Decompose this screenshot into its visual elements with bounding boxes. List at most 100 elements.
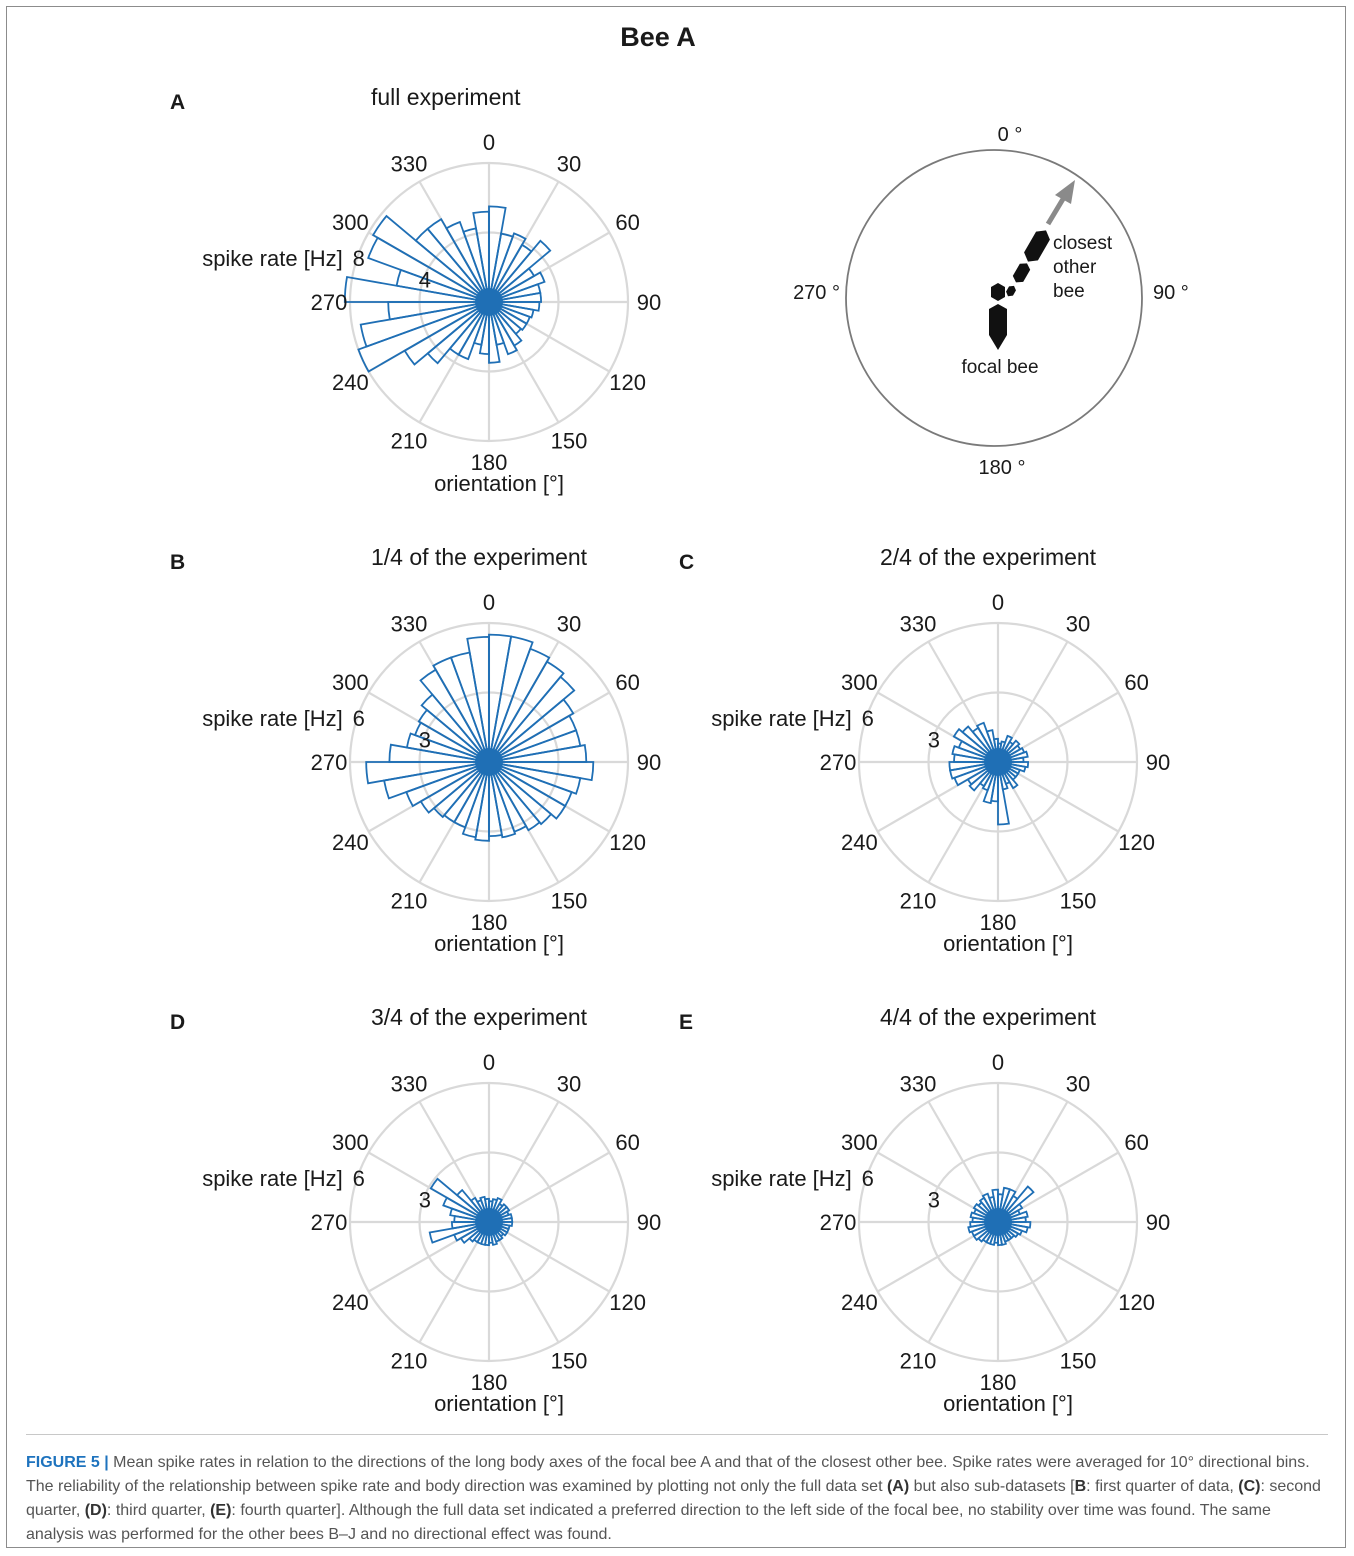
polar-bar xyxy=(997,1188,1017,1223)
caption-ref-b: B xyxy=(1074,1478,1087,1495)
polar-center-dot xyxy=(475,288,503,316)
polar-bar xyxy=(992,737,999,763)
angle-tick-label: 150 xyxy=(551,429,588,454)
polar-bar xyxy=(488,635,534,763)
angle-tick-label: 0 xyxy=(483,130,495,155)
polar-bar xyxy=(997,1185,1035,1223)
caption-text-3: : first quarter of data, xyxy=(1086,1478,1239,1495)
angle-tick-label: 0 xyxy=(483,590,495,615)
angle-tick-label: 270 xyxy=(311,1210,348,1235)
polar-bar xyxy=(967,1221,999,1234)
figure-frame xyxy=(6,6,1346,1548)
polar-bar xyxy=(488,660,565,763)
angle-tick-label: 150 xyxy=(551,889,588,914)
polar-bar xyxy=(951,745,999,763)
polar-bar xyxy=(479,1195,490,1223)
polar-bar xyxy=(488,205,507,303)
angle-tick-label: 150 xyxy=(551,1349,588,1374)
polar-bar xyxy=(997,1210,1029,1223)
polar-bar xyxy=(359,301,490,348)
polar-bar xyxy=(461,761,490,839)
polar-bar xyxy=(997,761,1030,769)
panel-letter: B xyxy=(170,551,185,574)
polar-bar xyxy=(483,1197,490,1223)
angle-tick-label: 210 xyxy=(900,889,937,914)
polar-bar xyxy=(488,1196,503,1223)
polar-bar xyxy=(997,739,1021,763)
diagram-label-0: 0 ° xyxy=(998,124,1023,146)
polar-panel-e: 0 30 60 90 120 150 180 210 240 270 300 330 3 6 spike r… xyxy=(679,1004,1170,1416)
angle-tick-label: 90 xyxy=(637,1210,661,1235)
figure-canvas: Bee A 030609012015018021024027030033048s… xyxy=(170,22,1189,1416)
polar-bar xyxy=(997,761,1027,773)
caption-text-1: Mean spike rates in relation to the dire… xyxy=(26,1454,1310,1495)
angle-tick-label: 300 xyxy=(332,670,369,695)
focal-bee-icon xyxy=(989,283,1007,350)
bee-orientation-diagram: 0 ° 90 ° 180 ° 270 ° closest other bee f… xyxy=(793,124,1189,479)
polar-bar xyxy=(403,301,490,366)
polar-bar xyxy=(488,301,535,319)
polar-bar xyxy=(472,210,490,303)
polar-center-dot xyxy=(475,1208,503,1236)
polar-bar xyxy=(488,239,552,303)
angle-tick-label: 210 xyxy=(391,889,428,914)
angle-tick-label: 120 xyxy=(1118,830,1155,855)
polar-bar xyxy=(429,1177,490,1223)
polar-bar xyxy=(450,1221,490,1230)
polar-bar xyxy=(997,761,1019,790)
angle-tick-label: 330 xyxy=(391,611,428,636)
angle-tick-label: 240 xyxy=(841,830,878,855)
diagram-label-270: 270 ° xyxy=(793,282,840,304)
angle-tick-label: 120 xyxy=(609,370,646,395)
orientation-axis-label: orientation [°] xyxy=(943,1391,1073,1416)
polar-panel-c: 0 30 60 90 120 150 180 210 240 270 300 330 3 6 spike r… xyxy=(679,544,1170,956)
polar-bar xyxy=(428,1221,490,1244)
polar-bar xyxy=(466,635,490,763)
angle-tick-label: 240 xyxy=(332,1290,369,1315)
radial-tick-label: 3 xyxy=(928,1188,940,1213)
diagram-label-90: 90 ° xyxy=(1153,282,1189,304)
polar-bar xyxy=(488,675,576,763)
angle-tick-label: 120 xyxy=(609,830,646,855)
angle-tick-label: 60 xyxy=(615,1130,639,1155)
polar-bar xyxy=(981,1192,999,1223)
polar-panel-d: 0 30 60 90 120 150 180 210 240 270 300 330 3 6 spike r… xyxy=(170,1004,661,1416)
polar-bar xyxy=(997,761,1010,826)
angle-tick-label: 300 xyxy=(332,1130,369,1155)
angle-tick-label: 180 xyxy=(471,910,508,935)
grid-spoke xyxy=(488,1221,610,1293)
polar-bar xyxy=(488,1221,509,1237)
polar-bar xyxy=(981,761,999,792)
polar-bar xyxy=(991,1188,999,1223)
polar-bar xyxy=(997,1221,1029,1234)
diagram-circle xyxy=(845,149,1143,447)
radial-axis-label: spike rate [Hz] xyxy=(202,1166,343,1191)
angle-tick-label: 240 xyxy=(332,370,369,395)
angle-tick-label: 60 xyxy=(1124,670,1148,695)
polar-bar xyxy=(405,732,490,763)
polar-bar xyxy=(488,1221,514,1228)
panel-title: 3/4 of the experiment xyxy=(371,1004,588,1030)
radial-tick-label: 4 xyxy=(419,268,431,293)
radial-tick-label: 3 xyxy=(419,728,431,753)
radial-tick-label: 3 xyxy=(419,1188,431,1213)
angle-tick-label: 330 xyxy=(900,1071,937,1096)
polar-bar xyxy=(474,761,490,842)
polar-bar xyxy=(488,761,567,820)
angle-tick-label: 30 xyxy=(1066,611,1090,636)
polar-bar xyxy=(488,761,553,826)
angle-tick-label: 180 xyxy=(471,1370,508,1395)
angle-tick-label: 90 xyxy=(1146,1210,1170,1235)
caption-ref-a: (A) xyxy=(886,1478,910,1495)
polar-bar xyxy=(975,721,999,763)
angle-tick-label: 210 xyxy=(391,429,428,454)
polar-bar xyxy=(968,761,999,792)
angle-tick-label: 180 xyxy=(980,1370,1017,1395)
angle-tick-label: 240 xyxy=(841,1290,878,1315)
caption-ref-e: (E) xyxy=(210,1502,232,1519)
angle-tick-label: 270 xyxy=(311,290,348,315)
angle-tick-label: 30 xyxy=(557,151,581,176)
polar-bar xyxy=(478,301,490,356)
angle-tick-label: 210 xyxy=(900,1349,937,1374)
radial-tick-label: 6 xyxy=(862,1166,874,1191)
